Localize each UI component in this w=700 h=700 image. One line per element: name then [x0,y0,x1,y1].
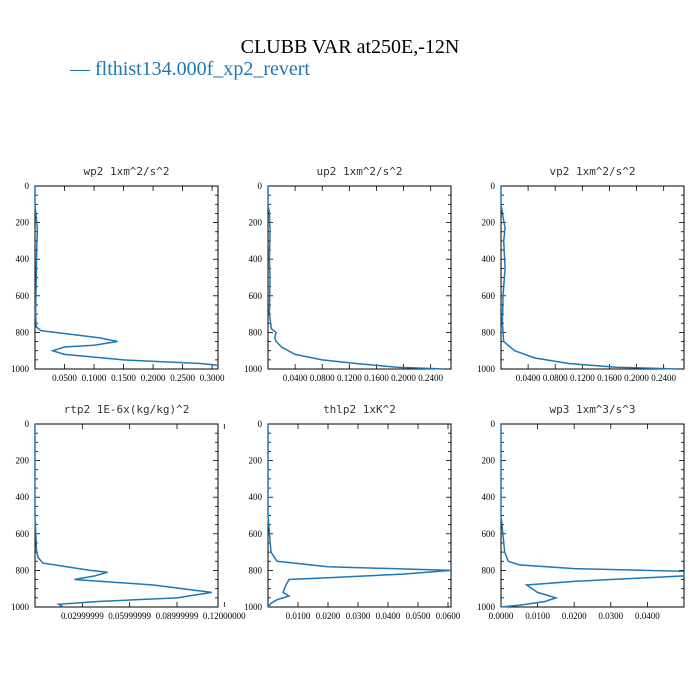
x-tick-label: 0.05999999 [108,611,151,621]
x-tick-label: 0.0600 [436,611,461,621]
y-tick-label: 400 [482,254,496,264]
panel-title: vp2 1xm^2/s^2 [549,165,635,178]
x-tick-label: 0.2000 [624,373,649,383]
x-tick-label: 0.2500 [170,373,195,383]
y-tick-label: 200 [249,218,263,228]
y-tick-label: 600 [16,291,30,301]
y-tick-label: 600 [482,529,496,539]
panel-title: thlp2 1xK^2 [323,403,396,416]
plot-frame [34,423,219,608]
x-tick-label: 0.0400 [516,373,541,383]
y-tick-label: 400 [16,492,30,502]
y-tick-label: 0 [491,419,496,429]
legend: — flthist134.000f_xp2_revert [70,58,310,81]
x-tick-label: 0.0400 [283,373,308,383]
y-tick-label: 1000 [11,364,30,374]
x-tick-label: 0.02999999 [61,611,104,621]
panel-title: rtp2 1E-6x(kg/kg)^2 [64,403,190,416]
y-tick-label: 800 [249,327,263,337]
series-line [267,186,445,370]
series-line [267,424,452,608]
x-tick-label: 0.0300 [598,611,623,621]
x-tick-label: 0.2400 [651,373,676,383]
plot-frame [500,185,685,370]
legend-label: flthist134.000f_xp2_revert [95,58,310,80]
y-tick-label: 600 [482,291,496,301]
x-tick-label: 0.3000 [200,373,225,383]
y-tick-label: 400 [482,492,496,502]
x-tick-label: 0.0000 [489,611,514,621]
x-tick-label: 0.1500 [111,373,136,383]
x-tick-label: 0.1200 [570,373,595,383]
y-tick-label: 200 [16,218,30,228]
panel-4: rtp2 1E-6x(kg/kg)^2 0 200 400 600 800 1000 0.02… [11,403,246,621]
panel-title: up2 1xm^2/s^2 [316,165,402,178]
y-tick-label: 200 [16,456,30,466]
x-tick-label: 0.0500 [406,611,431,621]
y-tick-label: 0 [491,181,496,191]
x-tick-label: 0.0800 [543,373,568,383]
y-tick-label: 600 [249,529,263,539]
panel-5: thlp2 1xK^2 0 200 400 600 800 1000 0.0100 0.0200… [244,403,461,621]
x-tick-label: 0.2000 [141,373,166,383]
y-tick-label: 800 [482,565,496,575]
y-tick-label: 200 [482,218,496,228]
x-tick-label: 0.0400 [376,611,401,621]
chart-title: CLUBB VAR at250E,-12N [240,36,460,58]
y-tick-label: 400 [249,254,263,264]
panel-2: up2 1xm^2/s^2 0 200 400 600 800 1000 0.0400 0.08… [244,165,452,383]
x-tick-label: 0.0100 [286,611,311,621]
y-tick-label: 200 [482,456,496,466]
y-tick-label: 600 [249,291,263,301]
y-tick-label: 0 [25,419,30,429]
x-tick-label: 0.1600 [364,373,389,383]
plot-frame [34,185,219,370]
legend-marker: — [70,58,90,80]
y-tick-label: 800 [249,565,263,575]
series-line [34,424,212,608]
x-tick-label: 0.2000 [391,373,416,383]
y-tick-label: 400 [16,254,30,264]
x-tick-label: 0.0200 [316,611,341,621]
x-tick-label: 0.0400 [635,611,660,621]
series-line [34,186,219,367]
series-line [500,186,678,370]
x-tick-label: 0.0300 [346,611,371,621]
y-tick-label: 0 [25,181,30,191]
x-tick-label: 0.0100 [525,611,550,621]
panel-1: wp2 1xm^2/s^2 0 200 400 600 800 1000 0.0500 0.10… [11,165,225,383]
y-tick-label: 200 [249,456,263,466]
y-tick-label: 600 [16,529,30,539]
plot-frame [267,185,452,370]
y-tick-label: 800 [16,565,30,575]
y-tick-label: 400 [249,492,263,502]
y-tick-label: 1000 [477,364,496,374]
y-tick-label: 0 [258,419,263,429]
y-tick-label: 800 [16,327,30,337]
plot-frame [500,423,685,608]
x-tick-label: 0.0800 [310,373,335,383]
x-tick-label: 0.0500 [52,373,77,383]
y-tick-label: 1000 [477,602,496,612]
panel-3: vp2 1xm^2/s^2 0 200 400 600 800 1000 0.0400 0.08… [477,165,685,383]
y-tick-label: 1000 [11,602,30,612]
x-tick-label: 0.0200 [562,611,587,621]
y-tick-label: 1000 [244,364,263,374]
y-tick-label: 1000 [244,602,263,612]
x-tick-label: 0.1000 [82,373,107,383]
y-tick-label: 800 [482,327,496,337]
y-tick-label: 0 [258,181,263,191]
series-line [500,424,685,608]
panel-title: wp3 1xm^3/s^3 [549,403,635,416]
x-tick-label: 0.12000000 [203,611,246,621]
panel-title: wp2 1xm^2/s^2 [83,165,169,178]
x-tick-label: 0.1600 [597,373,622,383]
x-tick-label: 0.2400 [418,373,443,383]
x-tick-label: 0.1200 [337,373,362,383]
x-tick-label: 0.08999999 [156,611,199,621]
